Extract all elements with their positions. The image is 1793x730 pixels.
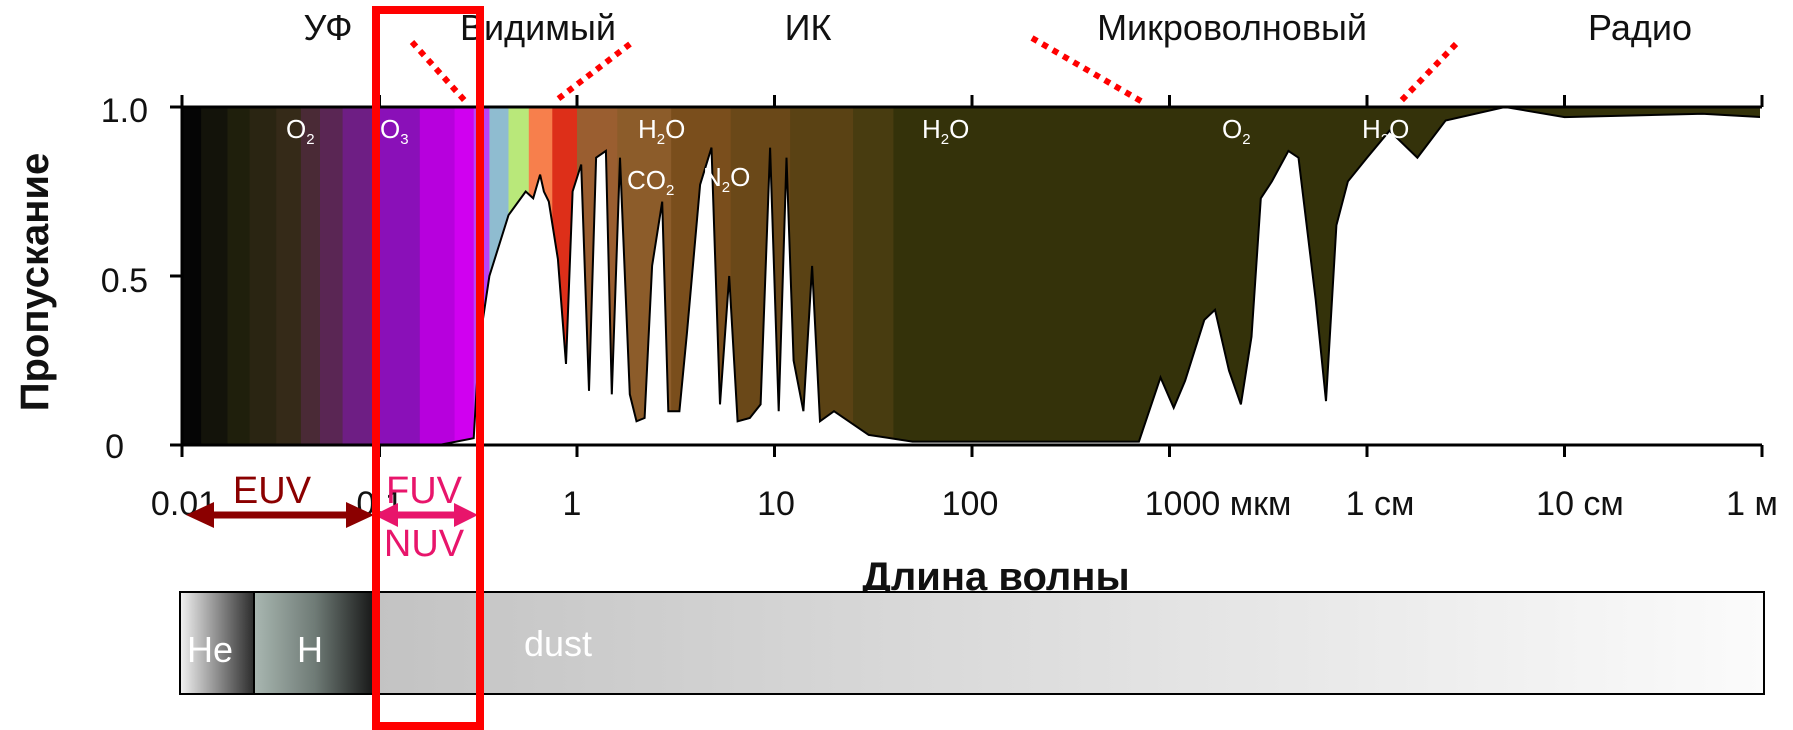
x-tick-label: 10 см	[1536, 485, 1624, 523]
absorber-label-he: He	[187, 629, 233, 670]
spectrum-stripe	[276, 107, 302, 445]
fuv-arrow-head-right	[454, 503, 478, 527]
molecule-label: O3	[380, 114, 409, 148]
region-label-visible: Видимый	[460, 7, 616, 48]
molecule-label: O2	[286, 114, 315, 148]
absorber-h	[254, 592, 376, 694]
region-divider	[409, 39, 469, 105]
x-tick-label: 1	[563, 485, 582, 523]
fuv-arrow	[374, 503, 478, 527]
absorber-bar: He H dust	[179, 591, 1765, 695]
molecule-label: N2O	[703, 162, 750, 196]
spectrum-stripe	[419, 107, 456, 445]
band-label-euv: EUV	[233, 470, 312, 512]
molecule-labels: O2 O3 H2O CO2 N2O H2O O2 H2O	[286, 114, 1409, 199]
x-tick-label: 1 м	[1726, 485, 1778, 523]
fuv-arrow-head-left	[374, 503, 398, 527]
region-label-microwave: Микроволновый	[1097, 7, 1367, 48]
spectrum-stripe	[379, 107, 421, 445]
transmission-curve	[182, 105, 1760, 445]
spectrum-stripe	[300, 107, 321, 445]
spectrum-stripe	[552, 107, 578, 445]
spectrum-fill	[182, 105, 1760, 445]
spectrum-stripe	[454, 107, 475, 445]
y-axis-title: Пропускание	[13, 153, 57, 412]
x-tick-label: 10	[757, 485, 795, 523]
absorber-label-dust: dust	[524, 623, 592, 664]
region-label-ir: ИК	[785, 7, 832, 48]
band-label-nuv: NUV	[384, 523, 465, 565]
spectrum-stripe	[853, 107, 894, 445]
band-label-fuv: FUV	[386, 470, 463, 512]
euv-arrow-head-right	[346, 502, 374, 528]
axes	[170, 95, 1764, 457]
region-dividers	[409, 35, 1459, 107]
absorber-label-h: H	[297, 629, 323, 670]
x-tick-label: 100	[942, 485, 999, 523]
euv-arrow-head-left	[186, 502, 214, 528]
euv-arrow	[186, 502, 374, 528]
region-divider	[1397, 41, 1459, 105]
molecule-label: H2O	[922, 114, 969, 148]
x-tick-label: 1 см	[1346, 485, 1415, 523]
region-label-uv: УФ	[303, 7, 352, 48]
spectrum-stripe	[249, 107, 277, 445]
region-divider	[552, 41, 632, 105]
molecule-label: H2O	[1362, 114, 1409, 148]
spectrum-stripe	[893, 107, 1760, 445]
highlight-box	[372, 6, 484, 730]
spectrum-stripe	[508, 107, 530, 445]
spectrum-stripe	[201, 107, 229, 445]
absorber-bar-border	[179, 591, 1765, 695]
y-tick-label: 0	[105, 428, 124, 466]
molecule-label: H2O	[638, 114, 685, 148]
spectrum-stripes	[182, 107, 1760, 445]
spectrum-stripe	[227, 107, 251, 445]
region-label-radio: Радио	[1588, 7, 1692, 48]
molecule-label: CO2	[627, 165, 674, 199]
molecule-label: O2	[1222, 114, 1251, 148]
spectrum-stripe	[790, 107, 854, 445]
spectrum-stripe	[320, 107, 344, 445]
y-tick-label: 0.5	[101, 262, 148, 300]
region-divider	[1030, 35, 1148, 107]
spectrum-stripe	[489, 107, 510, 445]
absorber-dust	[376, 592, 1764, 694]
y-tick-label: 1.0	[101, 92, 148, 130]
spectrum-stripe	[182, 107, 202, 445]
spectrum-stripe	[528, 107, 553, 445]
x-tick-label: 1000 мкм	[1145, 485, 1292, 523]
absorber-he	[180, 592, 254, 694]
